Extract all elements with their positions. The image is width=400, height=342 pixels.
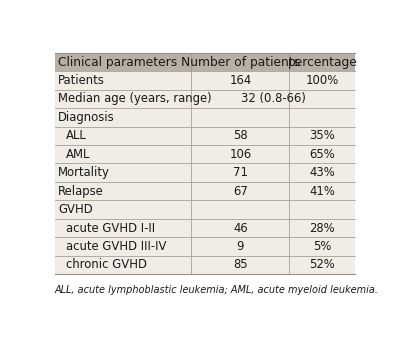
Text: 43%: 43% [309,166,335,179]
Text: Relapse: Relapse [58,185,104,198]
Text: percentage: percentage [287,56,357,69]
Bar [55,182,355,200]
Bar [55,256,355,274]
Bar [55,90,355,108]
Text: 41%: 41% [309,185,335,198]
Text: acute GVHD III-IV: acute GVHD III-IV [66,240,166,253]
Text: Mortality: Mortality [58,166,110,179]
Bar [55,127,355,145]
Bar [55,53,355,71]
Text: ALL, acute lymphoblastic leukemia; AML, acute myeloid leukemia.: ALL, acute lymphoblastic leukemia; AML, … [55,285,379,295]
Text: 58: 58 [233,129,248,142]
Text: 5%: 5% [313,240,332,253]
Text: GVHD: GVHD [58,203,93,216]
Text: Diagnosis: Diagnosis [58,111,115,124]
Text: 100%: 100% [306,74,339,87]
Bar [55,200,355,219]
Text: 9: 9 [236,240,244,253]
Text: 106: 106 [229,148,252,161]
Text: 28%: 28% [310,222,335,235]
Text: Median age (years, range): Median age (years, range) [58,92,212,105]
Bar [55,163,355,182]
Text: 71: 71 [233,166,248,179]
Text: Patients: Patients [58,74,105,87]
Bar [55,237,355,256]
Text: ALL: ALL [66,129,86,142]
Text: Clinical parameters: Clinical parameters [58,56,178,69]
Text: 32 (0.8-66): 32 (0.8-66) [241,92,306,105]
Bar [55,219,355,237]
Text: Number of patients: Number of patients [181,56,300,69]
Text: AML: AML [66,148,90,161]
Text: 85: 85 [233,258,248,272]
Text: chronic GVHD: chronic GVHD [66,258,147,272]
Text: 65%: 65% [309,148,335,161]
Bar [55,71,355,90]
Bar [55,145,355,163]
Bar [55,108,355,127]
Text: 67: 67 [233,185,248,198]
Text: 52%: 52% [309,258,335,272]
Text: 35%: 35% [309,129,335,142]
Text: 46: 46 [233,222,248,235]
Text: acute GVHD I-II: acute GVHD I-II [66,222,155,235]
Text: 164: 164 [229,74,252,87]
